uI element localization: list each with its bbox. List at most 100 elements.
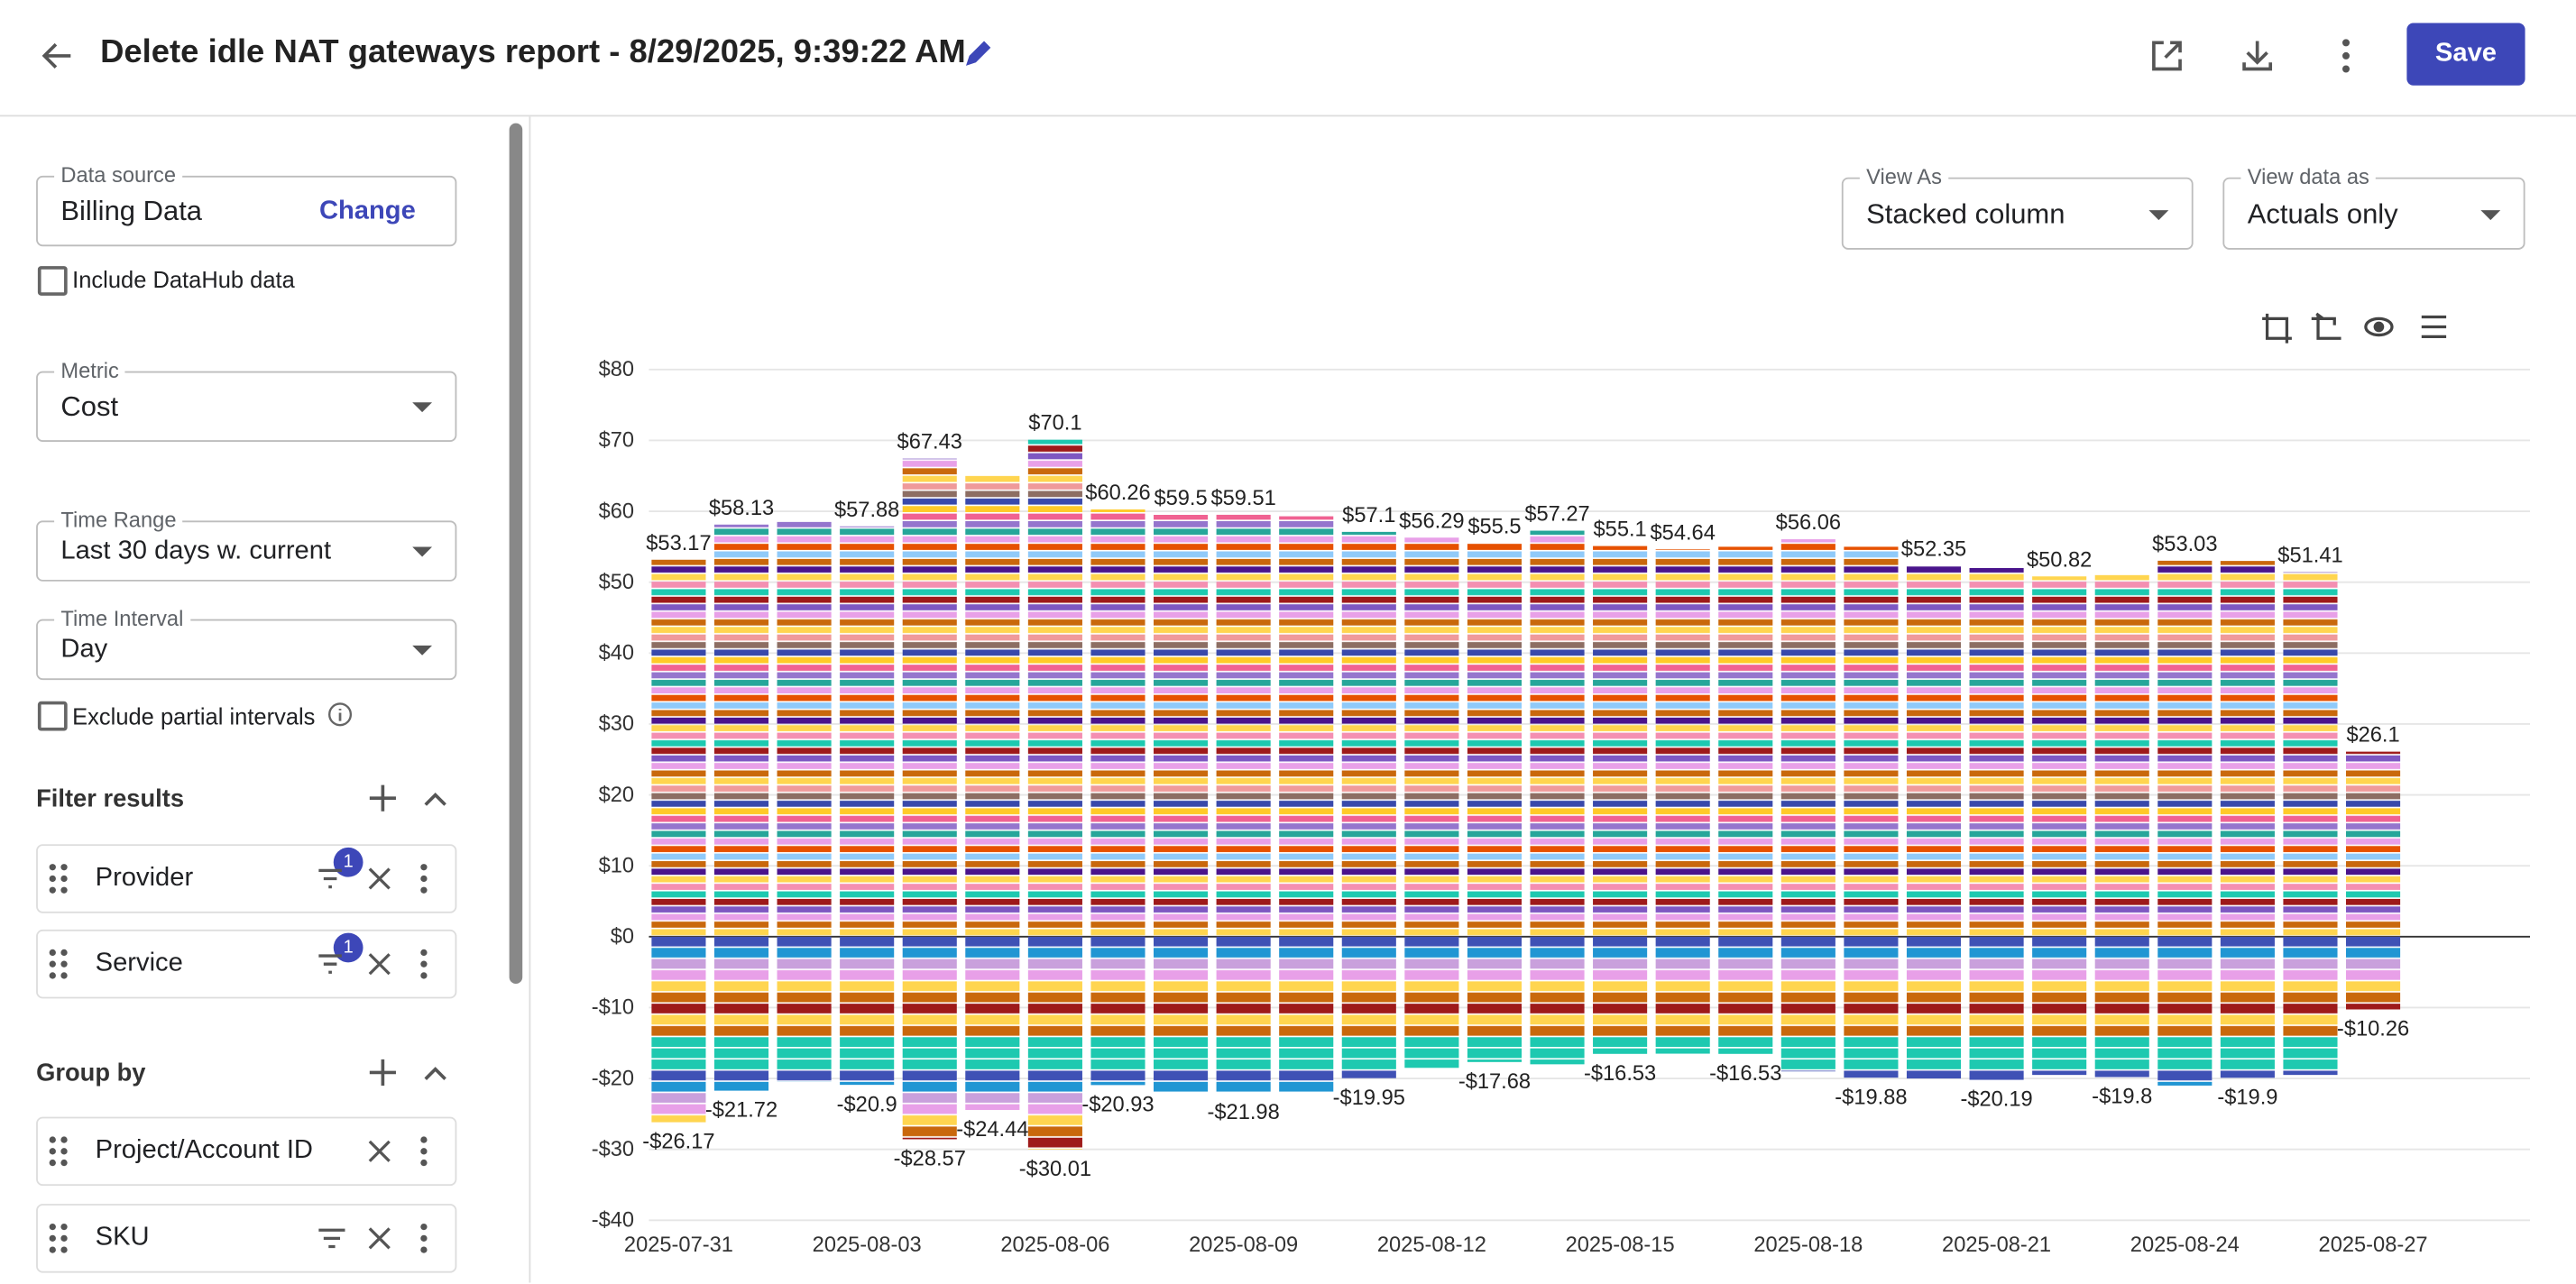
bar-segment xyxy=(713,936,769,1091)
y-tick-label: $70 xyxy=(599,429,634,453)
checkbox[interactable] xyxy=(37,266,68,296)
data-label: -$19.8 xyxy=(2092,1086,2152,1109)
data-label: -$16.53 xyxy=(1584,1062,1656,1086)
bar-segment xyxy=(1718,936,1773,1054)
bar-segment xyxy=(2094,574,2149,937)
bar-segment xyxy=(1906,565,1962,937)
checkbox[interactable] xyxy=(37,701,68,731)
field-value: Day xyxy=(60,635,108,664)
download[interactable] xyxy=(2238,36,2277,76)
data-label: -$19.9 xyxy=(2217,1086,2277,1109)
data-label: $57.1 xyxy=(1342,504,1395,527)
data-label: $50.82 xyxy=(2027,548,2092,572)
bar-segment xyxy=(1780,936,1835,1072)
data-label: -$19.95 xyxy=(1333,1087,1405,1110)
scrollbar[interactable] xyxy=(509,123,523,985)
bar-segment xyxy=(1216,936,1271,1093)
data-label: -$21.72 xyxy=(705,1099,777,1123)
data-label: $67.43 xyxy=(897,431,962,454)
x-tick-label: 2025-08-18 xyxy=(1753,1234,1863,1257)
y-tick-label: $80 xyxy=(599,358,634,381)
x-tick-label: 2025-08-09 xyxy=(1189,1234,1298,1257)
open-external[interactable] xyxy=(2148,36,2187,76)
data-label: $56.29 xyxy=(1399,509,1464,533)
y-tick-label: -$10 xyxy=(592,996,634,1020)
chip-label: Service xyxy=(95,949,183,977)
bar-segment xyxy=(1027,936,1082,1150)
data-label: -$26.17 xyxy=(642,1131,714,1154)
data-label: $55.5 xyxy=(1467,516,1521,539)
bar-segment xyxy=(2220,561,2275,937)
bar-segment xyxy=(1655,549,1710,937)
filter-chip[interactable]: Provider xyxy=(36,844,457,913)
time-range-field[interactable]: Time Range Last 30 days w. current xyxy=(36,507,457,582)
y-tick-label: -$30 xyxy=(592,1138,634,1161)
data-label: $56.06 xyxy=(1776,511,1841,535)
dropdown-caret xyxy=(2148,210,2169,221)
bar-segment xyxy=(1341,936,1396,1078)
bar-segment xyxy=(1969,567,2024,937)
field-value: Billing Data xyxy=(60,195,203,227)
filter-chip[interactable]: Service xyxy=(36,929,457,999)
bar-segment xyxy=(1090,509,1145,937)
dropdown-caret xyxy=(412,402,433,413)
bar-segment xyxy=(902,458,957,937)
sidebar xyxy=(0,116,531,1283)
data-source-field: Data source Billing Data Change xyxy=(36,162,457,247)
data-label: $53.03 xyxy=(2152,533,2217,556)
section-actions[interactable] xyxy=(366,782,452,814)
chip-label: Provider xyxy=(95,864,194,893)
bar-segment xyxy=(2283,936,2338,1076)
group-chip[interactable]: SKU xyxy=(36,1204,457,1273)
bar-segment xyxy=(840,526,895,937)
bar-segment xyxy=(651,936,706,1123)
bar-segment xyxy=(1154,936,1209,1093)
field-value: Last 30 days w. current xyxy=(60,537,332,565)
data-label: $55.1 xyxy=(1594,518,1647,542)
bar-segment xyxy=(1404,936,1459,1068)
data-label: -$20.9 xyxy=(837,1093,897,1116)
data-label: -$16.53 xyxy=(1709,1062,1781,1086)
y-tick-label: $40 xyxy=(599,642,634,665)
bar-segment xyxy=(651,559,706,937)
info-icon[interactable] xyxy=(327,702,353,728)
back-button[interactable] xyxy=(38,36,78,76)
y-tick-label: $10 xyxy=(599,854,634,877)
bar-segment xyxy=(1154,515,1209,937)
x-tick-label: 2025-08-27 xyxy=(2319,1234,2428,1257)
bar-segment xyxy=(1467,543,1523,937)
field-label: View As xyxy=(1859,164,1949,189)
bar-segment xyxy=(1530,936,1585,1065)
group-chip[interactable]: Project/Account ID xyxy=(36,1116,457,1187)
field-label: Time Range xyxy=(54,507,183,533)
dropdown-caret xyxy=(412,645,433,656)
field-label: Metric xyxy=(54,358,126,383)
save-button[interactable]: Save xyxy=(2406,23,2525,86)
chart-toolbar[interactable] xyxy=(2258,308,2455,348)
bar-segment xyxy=(1844,546,1899,937)
data-label: $60.26 xyxy=(1085,482,1150,505)
data-label: $53.17 xyxy=(646,532,711,555)
bar-segment xyxy=(1467,936,1523,1062)
more-menu[interactable] xyxy=(2330,36,2362,76)
chip-label: SKU xyxy=(95,1223,150,1252)
data-label: -$30.01 xyxy=(1019,1158,1091,1181)
data-label: $57.88 xyxy=(834,499,899,522)
bar-segment xyxy=(713,524,769,937)
bar-segment xyxy=(1718,546,1773,937)
y-tick-label: -$20 xyxy=(592,1067,634,1090)
metric-field[interactable]: Metric Cost xyxy=(36,358,457,442)
x-tick-label: 2025-08-06 xyxy=(1000,1234,1109,1257)
bar-segment xyxy=(902,936,957,1140)
x-tick-label: 2025-08-12 xyxy=(1377,1234,1486,1257)
field-label: View data as xyxy=(2240,164,2377,189)
edit-button[interactable] xyxy=(961,38,994,70)
view-as-select[interactable]: View As Stacked column xyxy=(1841,164,2194,250)
time-interval-field[interactable]: Time Interval Day xyxy=(36,606,457,681)
section-title: Filter results xyxy=(36,784,185,813)
change-link[interactable]: Change xyxy=(318,197,416,225)
bar-segment xyxy=(1906,936,1962,1079)
field-value: Stacked column xyxy=(1866,198,2065,231)
bar-segment xyxy=(1844,936,1899,1078)
view-data-as-select[interactable]: View data as Actuals only xyxy=(2222,164,2525,250)
